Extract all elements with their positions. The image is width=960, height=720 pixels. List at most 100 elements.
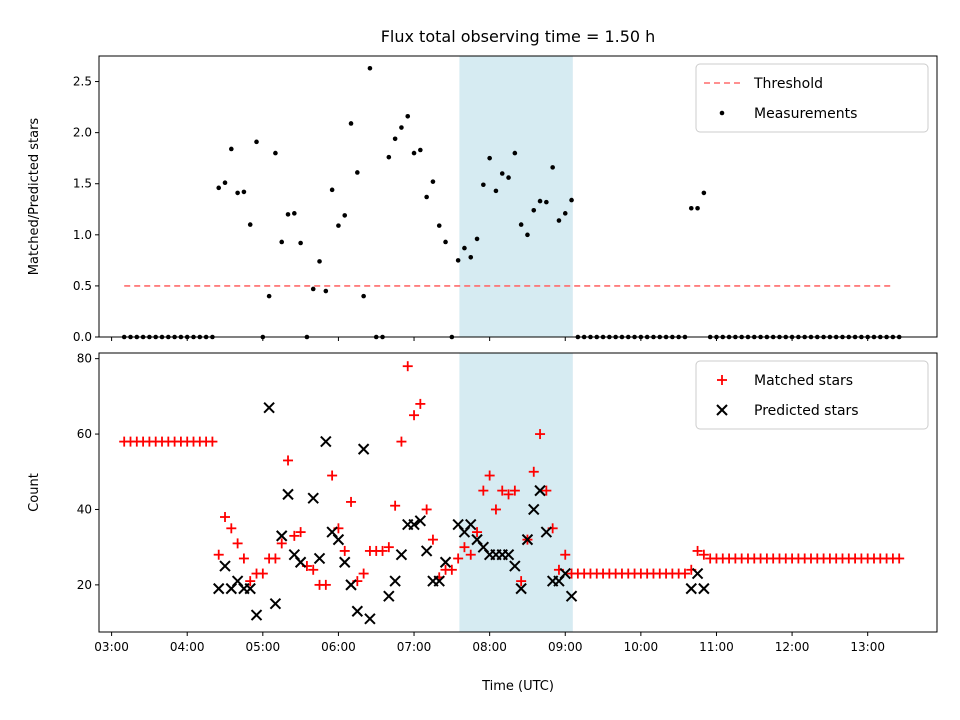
measurement-point [235, 190, 240, 196]
measurement-point [562, 211, 568, 216]
top-plot-frame [98, 55, 938, 338]
predicted-star-point [263, 401, 275, 414]
legend-entry: Threshold [704, 76, 823, 92]
measurement-point [569, 197, 574, 203]
predicted-star-point [565, 590, 578, 602]
top-y-axis-label: Matched/Predicted stars [27, 118, 42, 276]
measurement-point [317, 259, 322, 264]
measurement-point [701, 190, 707, 196]
y-tick-label: 2.0 [73, 126, 92, 140]
measurement-point [355, 170, 360, 175]
x-tick-label: 03:00 [94, 640, 129, 654]
predicted-star-point [332, 533, 345, 546]
predicted-star-point [307, 492, 319, 504]
y-tick-label: 60 [77, 427, 92, 441]
predicted-star-point [339, 556, 351, 568]
matched-star-point [220, 512, 231, 523]
matched-star-point [535, 429, 546, 440]
measurement-point [493, 188, 499, 194]
legend-box [695, 360, 929, 430]
legend-matched-swatch [717, 375, 727, 385]
bottom-legend: Matched stars Predicted stars [695, 360, 929, 430]
predicted-star-point [698, 582, 710, 595]
bottom-y-axis-label: Count [27, 473, 42, 512]
predicted-star-point [515, 582, 527, 595]
predicted-star-point [502, 549, 515, 561]
measurement-point [512, 150, 518, 156]
x-tick-label: 13:00 [850, 640, 885, 654]
matched-star-point [238, 553, 249, 564]
matched-star-point [894, 553, 905, 564]
measurement-point [285, 212, 291, 217]
x-tick-label: 11:00 [699, 640, 734, 654]
matched-star-point [232, 538, 243, 549]
x-tick-label: 09:00 [548, 640, 583, 654]
measurement-point [418, 147, 423, 153]
matched-star-point [308, 564, 319, 575]
predicted-star-point [320, 435, 332, 448]
matched-star-point [679, 568, 690, 579]
measurement-point [499, 171, 505, 176]
legend-entry: Measurements [719, 106, 857, 122]
measurement-point [525, 232, 530, 238]
bottom-y-axis-ticks: 20 40 60 80 [77, 352, 99, 592]
bottom-plot-frame [98, 352, 938, 633]
matched-star-point [276, 538, 287, 549]
y-tick-label: 1.5 [73, 177, 92, 191]
measurement-point [279, 239, 285, 245]
y-tick-label: 0.5 [73, 279, 92, 293]
measurement-point [537, 198, 543, 204]
measurement-point [443, 239, 448, 245]
measurement-point [544, 199, 549, 205]
measurement-point [386, 154, 392, 160]
matched-star-point [245, 576, 256, 587]
matched-star-point [541, 485, 552, 496]
x-tick-label: 05:00 [246, 640, 281, 654]
legend-label: Matched stars [754, 373, 853, 389]
predicted-star-point [408, 518, 420, 531]
matched-star-point [484, 470, 495, 481]
measurement-point [481, 182, 486, 188]
matched-star-point [409, 410, 420, 421]
measurement-point [487, 155, 492, 161]
x-axis-label: Time (UTC) [481, 679, 554, 694]
measurement-point [424, 194, 429, 200]
y-tick-label: 20 [77, 578, 92, 592]
predicted-star-point [313, 552, 326, 565]
matched-star-point [257, 568, 268, 579]
predicted-star-point [364, 613, 376, 625]
y-tick-label: 2.5 [73, 75, 92, 89]
matched-star-point [560, 549, 571, 560]
predicted-star-point [439, 556, 452, 568]
measurement-point [254, 139, 259, 145]
measurement-point [474, 236, 480, 242]
measurement-point [688, 205, 694, 211]
x-tick-label: 07:00 [397, 640, 432, 654]
x-tick-label: 06:00 [321, 640, 356, 654]
matched-star-point [415, 398, 426, 409]
legend-label: Measurements [754, 106, 857, 122]
measurement-point [550, 165, 555, 170]
matched-star-point [516, 576, 527, 587]
measurement-point [468, 254, 474, 260]
matched-star-point [327, 470, 338, 481]
chart-title: Flux total observing time = 1.50 h [381, 27, 656, 46]
measurement-point [216, 185, 222, 191]
predicted-star-point [509, 560, 521, 572]
matched-star-point [453, 553, 464, 564]
predicted-star-point [269, 598, 282, 610]
x-tick-label: 04:00 [170, 640, 205, 654]
matched-star-point [270, 553, 281, 564]
predicted-star-point [521, 533, 534, 546]
predicted-star-point [465, 518, 477, 531]
measurement-point [241, 189, 247, 195]
y-tick-label: 1.0 [73, 228, 92, 242]
predicted-star-point [685, 582, 697, 595]
matched-star-point [503, 489, 514, 500]
y-tick-label: 40 [77, 502, 92, 516]
matched-star-point [472, 527, 483, 538]
measurement-point [436, 223, 442, 228]
counts-layer [119, 361, 905, 625]
